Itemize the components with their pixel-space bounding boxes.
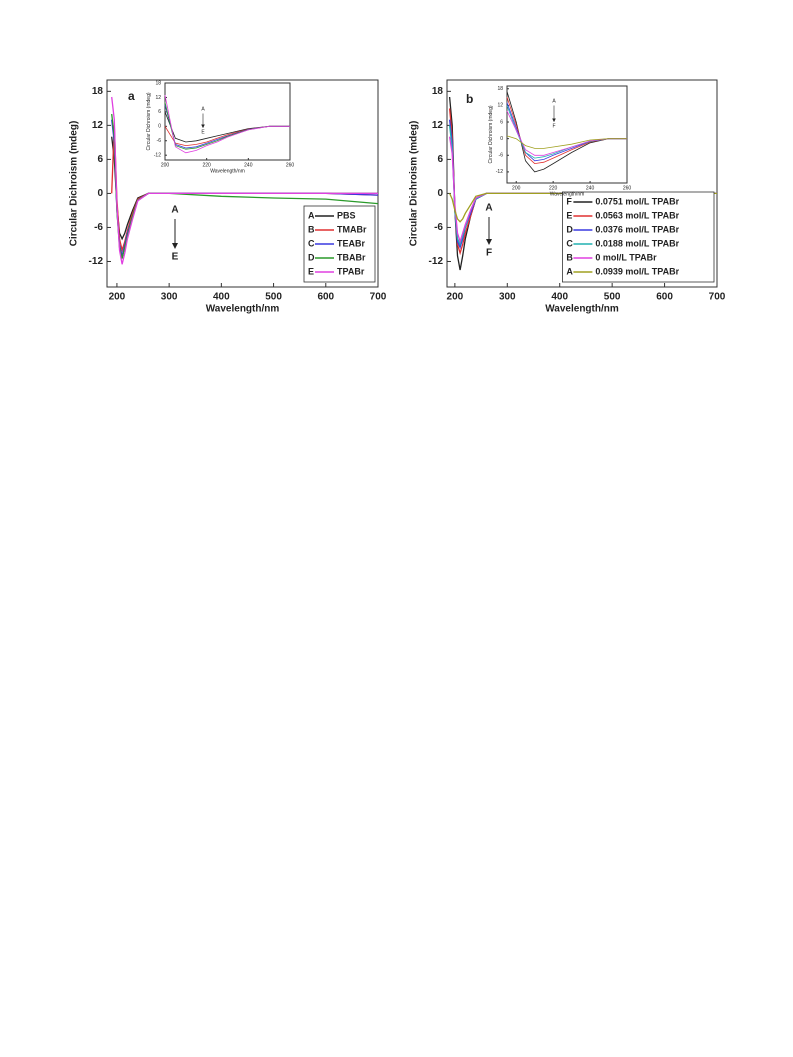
x-tick-label: 260: [623, 185, 632, 191]
x-tick-label: 400: [551, 292, 568, 303]
x-tick-label: 300: [161, 292, 178, 303]
data-line: [506, 135, 627, 149]
legend-label: 0.0751 mol/L TPABr: [595, 196, 679, 206]
y-axis-title: Circular Dichroism (mdeg): [409, 121, 420, 247]
x-tick-label: 200: [512, 185, 521, 191]
y-tick-label: -6: [499, 153, 504, 159]
legend-label: TPABr: [337, 266, 365, 276]
x-tick-label: 500: [604, 292, 621, 303]
legend-key: F: [566, 196, 572, 206]
x-tick-label: 200: [447, 292, 464, 303]
x-tick-label: 700: [370, 292, 387, 303]
y-axis-title: Circular Dichroism (mdeg): [69, 121, 80, 247]
x-tick-label: 700: [709, 292, 726, 303]
y-axis-title: Circular Dichroism (mdeg): [146, 92, 152, 150]
legend-label: 0 mol/L TPABr: [595, 252, 657, 262]
panel-label: b: [466, 92, 473, 106]
y-tick-label: 12: [155, 95, 161, 101]
y-tick-label: 0: [437, 188, 443, 199]
y-tick-label: 6: [97, 154, 103, 165]
x-tick-label: 600: [317, 292, 334, 303]
annotation: F: [552, 123, 555, 129]
x-axis-title: Wavelength/nm: [206, 304, 280, 315]
y-tick-label: 6: [158, 109, 161, 115]
x-tick-label: 600: [656, 292, 673, 303]
y-tick-label: 6: [500, 119, 503, 125]
annotation: E: [172, 252, 179, 263]
y-tick-label: -6: [434, 222, 443, 233]
y-tick-label: 12: [92, 120, 104, 131]
annotation: A: [201, 106, 205, 112]
legend-box: [562, 191, 715, 283]
y-tick-label: -6: [157, 138, 162, 144]
legend-label: 0.0563 mol/L TPABr: [595, 210, 679, 220]
x-tick-label: 300: [499, 292, 516, 303]
x-tick-label: 240: [586, 185, 595, 191]
legend-key: B: [566, 252, 573, 262]
x-tick-label: 260: [286, 162, 295, 168]
plot-area: [506, 85, 628, 184]
annotation: E: [201, 129, 205, 135]
legend-key: B: [308, 224, 315, 234]
annotation: A: [171, 205, 178, 216]
y-tick-label: 18: [497, 86, 503, 92]
y-axis-title: Circular Dichroism (mdeg): [488, 105, 494, 163]
data-line: [506, 110, 627, 156]
x-tick-label: 200: [161, 162, 170, 168]
x-tick-label: 220: [549, 185, 558, 191]
y-tick-label: 18: [92, 86, 104, 97]
y-tick-label: -12: [89, 256, 104, 267]
annotation: A: [552, 98, 556, 104]
y-tick-label: -12: [154, 153, 161, 159]
legend-key: E: [566, 210, 572, 220]
y-tick-label: 12: [432, 120, 444, 131]
legend-label: 0.0939 mol/L TPABr: [595, 266, 679, 276]
x-axis-title: Wavelength/nm: [545, 304, 619, 315]
legend-key: D: [308, 252, 315, 262]
plot-area: [164, 82, 291, 161]
x-axis-title: Wavelength/nm: [550, 191, 585, 197]
data-line: [164, 94, 290, 154]
x-tick-label: 500: [265, 292, 282, 303]
legend-label: TEABr: [337, 238, 365, 248]
x-tick-label: 400: [213, 292, 230, 303]
y-tick-label: 12: [497, 103, 503, 109]
y-tick-label: 0: [500, 136, 503, 142]
legend-label: 0.0188 mol/L TPABr: [595, 238, 679, 248]
legend-label: PBS: [337, 210, 356, 220]
y-tick-label: 0: [97, 188, 103, 199]
legend-key: D: [566, 224, 573, 234]
annotation: F: [486, 248, 492, 259]
legend-key: C: [308, 238, 315, 248]
y-tick-label: -12: [429, 256, 444, 267]
x-tick-label: 200: [109, 292, 126, 303]
legend-label: 0.0376 mol/L TPABr: [595, 224, 679, 234]
y-tick-label: -12: [496, 169, 503, 175]
panel-label: a: [128, 89, 135, 103]
y-tick-label: 0: [158, 124, 161, 130]
y-tick-label: 18: [155, 80, 161, 86]
legend-key: E: [308, 266, 314, 276]
x-tick-label: 240: [244, 162, 253, 168]
annotation: A: [485, 203, 492, 214]
y-tick-label: 6: [437, 154, 443, 165]
x-tick-label: 220: [202, 162, 211, 168]
y-tick-label: -6: [94, 222, 103, 233]
legend-key: A: [308, 210, 315, 220]
x-axis-title: Wavelength/nm: [210, 168, 245, 174]
data-line: [111, 96, 378, 265]
legend-label: TBABr: [337, 252, 366, 262]
legend-key: C: [566, 238, 573, 248]
y-tick-label: 18: [432, 86, 444, 97]
legend-key: A: [566, 266, 573, 276]
legend-label: TMABr: [337, 224, 367, 234]
